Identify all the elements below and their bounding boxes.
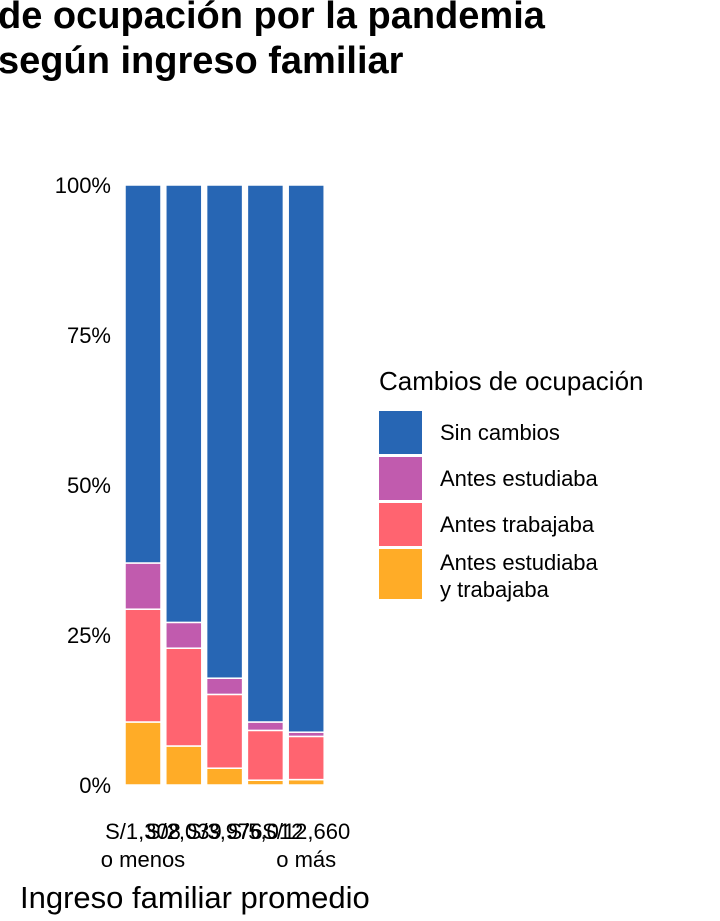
bar-segment-antes-estudiaba-y-trabajaba (124, 721, 162, 786)
legend-label-antes-estudiaba-y-trabajaba: Antes estudiaba y trabajaba (440, 550, 598, 602)
legend-item-antes-estudiaba: Antes estudiaba (379, 457, 699, 503)
legend-key-antes-estudiaba (379, 457, 422, 500)
bar-segment-sin-cambios (246, 184, 285, 723)
legend-item-antes-trabajaba: Antes trabajaba (379, 503, 699, 549)
x-tick-label: S/1,308 o menos (101, 819, 185, 872)
y-tick-label: 100% (55, 173, 111, 198)
x-tick-label: S/2,039 (146, 819, 222, 844)
legend-label-sin-cambios: Sin cambios (440, 420, 560, 445)
x-tick-label: S/5,012 (227, 819, 303, 844)
x-tick-label: S/12,660 o más (262, 819, 350, 872)
legend-label-antes-trabajaba: Antes trabajaba (440, 512, 595, 537)
chart-title-line-1: de ocupación por la pandemia (0, 0, 545, 37)
bar-segment-antes-trabajaba (124, 608, 162, 723)
y-tick-label: 50% (67, 473, 111, 498)
legend-key-antes-trabajaba (379, 503, 422, 546)
legend-item-sin-cambios: Sin cambios (379, 411, 699, 457)
bar-segment-antes-trabajaba (246, 729, 285, 781)
bar-segment-antes-trabajaba (165, 647, 203, 747)
bar-segment-antes-trabajaba (287, 735, 325, 781)
bar-segment-sin-cambios (124, 184, 162, 564)
bar-segment-sin-cambios (205, 184, 244, 679)
chart-title-line-2: según ingreso familiar (0, 40, 404, 82)
bar-segment-sin-cambios (287, 184, 325, 733)
legend-item-antes-estudiaba-y-trabajaba: Antes estudiaba y trabajaba (379, 549, 699, 602)
legend: Cambios de ocupación Sin cambios Antes e… (379, 366, 699, 602)
chart-title: de ocupación por la pandemia según ingre… (0, 0, 545, 84)
x-axis-title: Ingreso familiar promedio (20, 880, 370, 915)
bar-segment-antes-estudiaba (205, 677, 244, 696)
bar-segment-antes-estudiaba (165, 621, 203, 649)
y-tick-label: 25% (67, 623, 111, 648)
bar-segment-antes-trabajaba (205, 693, 244, 769)
legend-key-antes-estudiaba-y-trabajaba (379, 549, 422, 599)
bar-segment-antes-estudiaba-y-trabajaba (287, 778, 325, 786)
x-tick-label: S/3,976 (187, 819, 263, 844)
legend-label-antes-estudiaba: Antes estudiaba (440, 466, 598, 491)
y-tick-label: 75% (67, 323, 111, 348)
legend-title: Cambios de ocupación (379, 366, 644, 396)
bar-segment-antes-estudiaba-y-trabajaba (205, 767, 244, 786)
legend-key-sin-cambios (379, 411, 422, 454)
bar-segment-antes-estudiaba (124, 562, 162, 610)
bar-segment-sin-cambios (165, 184, 203, 624)
y-tick-label: 0% (79, 773, 111, 798)
bar-segment-antes-estudiaba-y-trabajaba (165, 745, 203, 786)
bar-segment-antes-estudiaba (246, 721, 285, 732)
